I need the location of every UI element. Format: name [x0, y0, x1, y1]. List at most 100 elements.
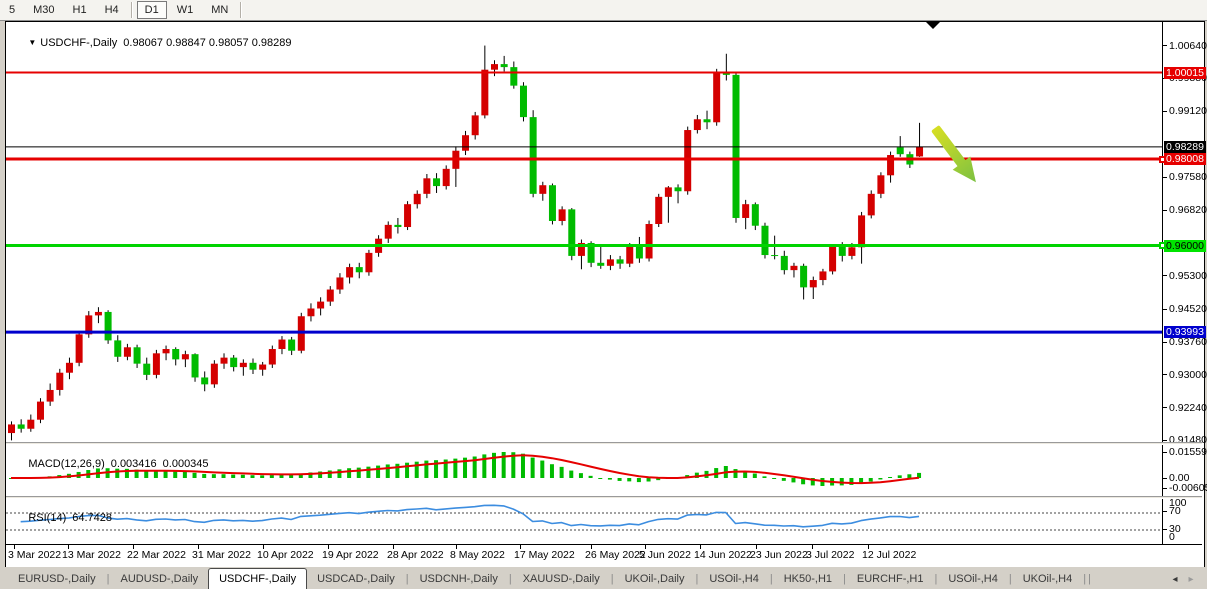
candle-body [27, 419, 35, 429]
chart-dropdown-icon[interactable]: ▼ [28, 38, 37, 47]
price-axis-tick [1163, 341, 1167, 343]
rsi-axis-label: 100 [1169, 497, 1187, 509]
hline-handle-0.98008[interactable] [1159, 155, 1166, 163]
tab-separator: | [106, 573, 110, 585]
timeframe-button-MN[interactable]: MN [211, 4, 229, 16]
tab-ukoil-h4[interactable]: UKOil-,H4 [1022, 573, 1073, 585]
date-tick [393, 545, 394, 549]
candle-body [75, 334, 83, 363]
toolbar-divider [240, 2, 243, 18]
hline-handle-0.96000[interactable] [1159, 242, 1166, 250]
tab-usoil-h4[interactable]: USOil-,H4 [709, 573, 759, 585]
candle-body [674, 187, 682, 192]
candle-body [519, 85, 527, 118]
tab-scroll-left-icon[interactable]: ◂ [1172, 574, 1178, 585]
price-level-label-0.98289: 0.98289 [1164, 140, 1206, 153]
date-tick-label: 23 Jun 2022 [750, 549, 808, 561]
price-chart-canvas[interactable] [6, 22, 1162, 442]
candle-body [394, 224, 402, 228]
candle-body [355, 267, 363, 273]
chart-window: ▼ USDCHF-,Daily 0.98067 0.98847 0.98057 0.… [5, 21, 1207, 568]
macd-value-signal: 0.000345 [162, 458, 209, 470]
date-tick [198, 545, 199, 549]
macd-canvas[interactable] [6, 445, 1162, 496]
candle-body [104, 311, 112, 341]
candle-body [365, 252, 373, 273]
price-chart-panel[interactable] [6, 22, 1162, 442]
timeframe-button-H4[interactable]: H4 [104, 4, 119, 16]
candle-body [259, 364, 267, 370]
price-axis[interactable]: 1.006400.998800.991200.975800.968200.953… [1162, 22, 1207, 544]
date-tick [645, 545, 646, 549]
timeframe-button-W1[interactable]: W1 [176, 4, 194, 16]
candle-body [568, 209, 576, 256]
timeframe-button-H1[interactable]: H1 [72, 4, 87, 16]
candle-body [809, 280, 817, 288]
tab-eurusd-daily[interactable]: EURUSD-,Daily [18, 573, 96, 585]
timeframe-button-5[interactable]: 5 [9, 4, 16, 16]
tab-usdcnh-daily[interactable]: USDCNH-,Daily [419, 573, 498, 585]
tab-separator: | [508, 573, 512, 585]
rsi-label: RSI(14) 64.7428 [10, 500, 112, 536]
chart-shift-marker-icon [926, 22, 940, 29]
candle-body [693, 119, 701, 131]
candle-body [143, 363, 151, 375]
date-tick-label: 10 Apr 2022 [257, 549, 314, 561]
candle-body [162, 349, 170, 354]
candle-body [558, 209, 566, 221]
tab-eurchf-h1[interactable]: EURCHF-,H1 [856, 573, 924, 585]
candle-body [8, 424, 15, 434]
tab-audusd-daily[interactable]: AUDUSD-,Daily [120, 573, 199, 585]
timeframe-button-M30[interactable]: M30 [33, 4, 55, 16]
date-tick [263, 545, 264, 549]
date-tick [456, 545, 457, 549]
candle-body [635, 246, 643, 259]
macd-axis-label: 0.01559 [1169, 446, 1207, 458]
candle-body [433, 178, 441, 187]
candle-body [655, 196, 663, 225]
candle-body [326, 289, 334, 302]
candle-body [384, 224, 392, 239]
tab-ukoil-daily[interactable]: UKOil-,Daily [624, 573, 685, 585]
price-level-label-0.96000: 0.96000 [1164, 239, 1206, 252]
date-tick [812, 545, 813, 549]
tab-usdchf-daily[interactable]: USDCHF-,Daily [208, 568, 308, 589]
candle-body [278, 339, 286, 350]
price-axis-tick [1163, 308, 1167, 310]
candle-body [336, 277, 344, 290]
tab-separator: | [405, 573, 409, 585]
candle-body [471, 115, 479, 136]
candle-body [867, 193, 875, 216]
price-axis-tick-label: 0.96820 [1169, 204, 1207, 217]
date-tick [133, 545, 134, 549]
candle-body [307, 308, 315, 317]
date-axis[interactable]: 3 Mar 2022 13 Mar 2022 22 Mar 2022 31 Mar 2… [6, 544, 1202, 565]
price-axis-tick-label: 1.00640 [1169, 39, 1207, 52]
candle-body [529, 117, 537, 194]
panel-splitter[interactable] [6, 442, 1202, 445]
candle-body [172, 349, 180, 360]
tab-usdcad-daily[interactable]: USDCAD-,Daily [317, 573, 395, 585]
rsi-canvas[interactable] [6, 499, 1162, 544]
tab-xauusd-daily[interactable]: XAUUSD-,Daily [522, 573, 600, 585]
down-right-arrow-annotation[interactable] [926, 121, 984, 189]
candle-body [46, 389, 54, 402]
candle-body [249, 362, 257, 370]
candle-body [17, 424, 25, 429]
date-tick-label: 12 Jul 2022 [862, 549, 917, 561]
tab-scroll-right-icon[interactable]: ▸ [1188, 574, 1194, 585]
tab-hk50-h1[interactable]: HK50-,H1 [783, 573, 832, 585]
rsi-axis-tick [1163, 529, 1167, 530]
tab-usoil-h4[interactable]: USOil-,H4 [948, 573, 998, 585]
macd-panel[interactable] [6, 445, 1162, 496]
candle-body [423, 178, 431, 194]
tab-separator: | [1088, 573, 1091, 585]
rsi-panel[interactable] [6, 499, 1162, 544]
panel-splitter[interactable] [6, 496, 1202, 499]
candle-body [500, 64, 508, 68]
candle-body [413, 193, 421, 205]
candle-body [462, 135, 470, 151]
chart-ohlc-values: 0.98067 0.98847 0.98057 0.98289 [123, 37, 292, 49]
timeframe-button-D1[interactable]: D1 [136, 1, 167, 19]
candle-body [771, 255, 779, 257]
